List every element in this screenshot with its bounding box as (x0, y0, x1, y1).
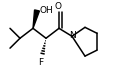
Text: O: O (55, 2, 61, 11)
Polygon shape (33, 10, 39, 28)
Text: OH: OH (40, 6, 54, 15)
Text: F: F (38, 58, 44, 67)
Text: N: N (69, 31, 75, 40)
